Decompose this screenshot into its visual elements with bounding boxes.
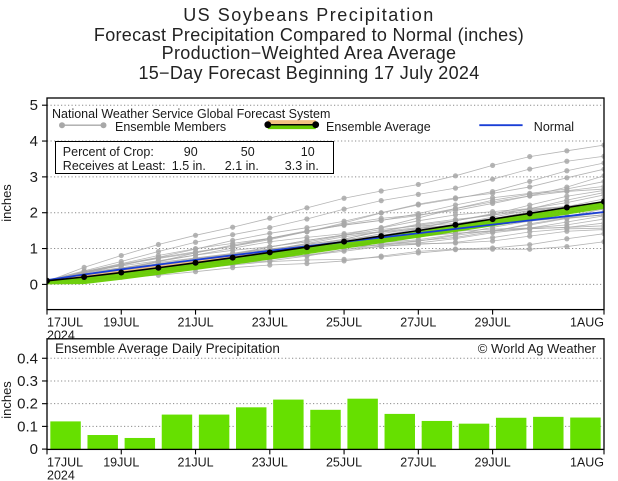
svg-text:0.1: 0.1 [17, 418, 38, 435]
svg-text:21JUL: 21JUL [177, 455, 213, 469]
svg-text:1AUG: 1AUG [570, 455, 604, 469]
svg-text:0.2: 0.2 [17, 396, 38, 413]
svg-text:29JUL: 29JUL [475, 455, 511, 469]
svg-text:0.3: 0.3 [17, 373, 38, 390]
svg-text:23JUL: 23JUL [252, 455, 288, 469]
svg-text:17JUL: 17JUL [47, 455, 83, 469]
svg-text:25JUL: 25JUL [326, 455, 362, 469]
svg-text:0: 0 [30, 441, 38, 458]
svg-text:2024: 2024 [47, 468, 75, 481]
svg-text:27JUL: 27JUL [400, 455, 436, 469]
svg-text:inches: inches [0, 381, 14, 419]
svg-text:© World Ag Weather: © World Ag Weather [478, 341, 597, 356]
svg-text:0.4: 0.4 [17, 350, 38, 367]
svg-text:Ensemble Average Daily Precipi: Ensemble Average Daily Precipitation [55, 341, 280, 356]
svg-text:19JUL: 19JUL [103, 455, 139, 469]
